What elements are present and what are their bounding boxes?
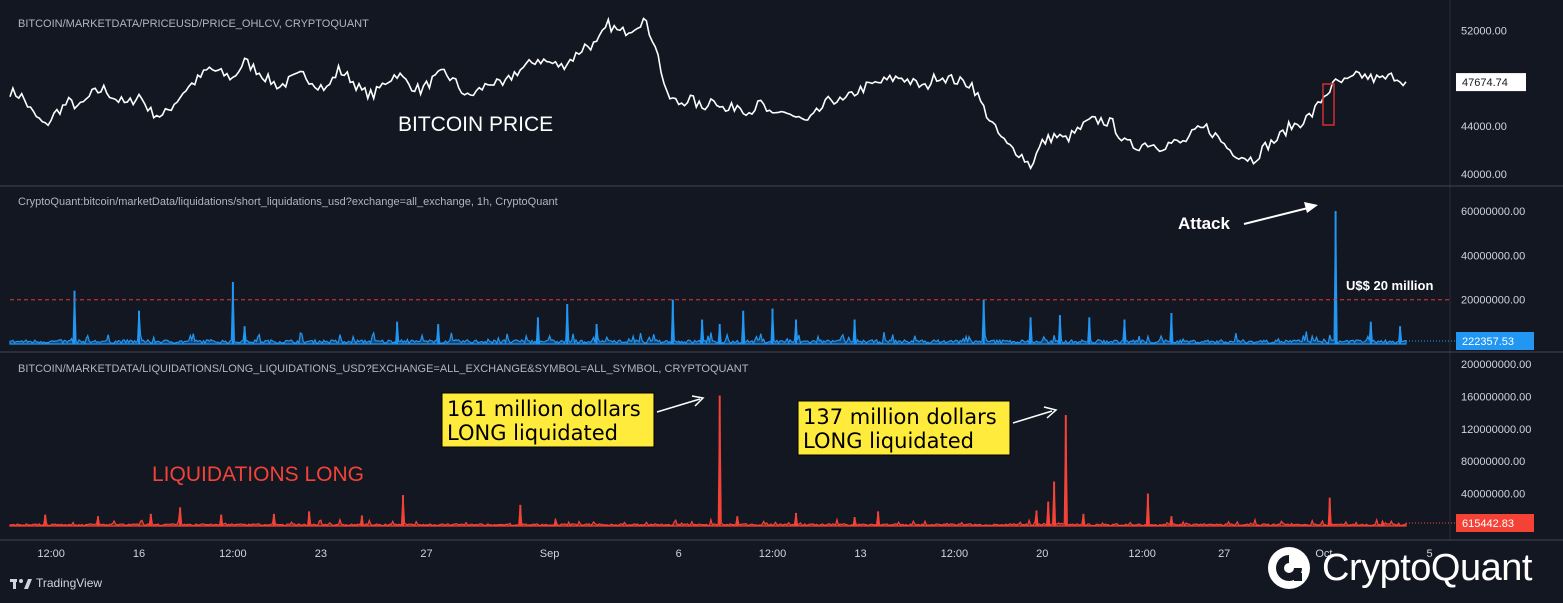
x-tick: 5	[1426, 548, 1432, 560]
x-tick: 12:00	[219, 548, 247, 560]
x-tick: 27	[420, 548, 432, 560]
cryptoquant-logo: CryptoQuant	[1266, 545, 1532, 591]
price-last-value-box	[1456, 73, 1526, 92]
x-tick: 12:00	[941, 548, 969, 560]
liq-last-value: 615442.83	[1462, 518, 1514, 530]
x-tick: 27	[1218, 548, 1230, 560]
bitcoin-price-annotation: BITCOIN PRICE	[398, 113, 553, 136]
short-liquidations-panel	[9, 211, 1456, 346]
callout-137-arrow	[1012, 410, 1053, 424]
cryptoquant-label: CryptoQuant	[1322, 546, 1532, 589]
liq-last-value-box	[1456, 514, 1534, 532]
price-last-value: 47674.74	[1462, 77, 1508, 89]
x-tick: 6	[676, 548, 682, 560]
x-axis-ticks: 12:00 16 12:00 23 27 Sep 6 12:00 13 12:00 20 12:00 2…	[37, 548, 1432, 560]
liq-y-tick: 120000000.00	[1461, 424, 1531, 436]
cryptoquant-icon	[1268, 547, 1310, 589]
price-panel	[9, 16, 1407, 171]
x-tick: Sep	[540, 548, 560, 560]
callout-137-box	[797, 400, 1011, 456]
tradingview-logo[interactable]: TradingView	[10, 576, 102, 590]
liq-last-value: 222357.53	[1462, 336, 1514, 348]
price-series-line	[9, 16, 1407, 171]
liq-y-tick: 80000000.00	[1461, 456, 1525, 468]
x-tick: 12:00	[1128, 548, 1156, 560]
long-liq-source-label: BITCOIN/MARKETDATA/LIQUIDATIONS/LONG_LIQ…	[18, 363, 749, 375]
x-tick: 23	[315, 548, 327, 560]
callout-161-arrow	[656, 398, 701, 413]
liquidation-series-area	[9, 211, 1407, 346]
callout-161-line1: 161 million dollars	[447, 397, 641, 421]
callout-137-line2: LONG liquidated	[803, 429, 974, 453]
x-tick: 12:00	[759, 548, 787, 560]
callout-137-line1: 137 million dollars	[803, 405, 997, 429]
x-tick: 13	[854, 548, 866, 560]
x-tick: 20	[1036, 548, 1048, 560]
liquidations-long-annotation: LIQUIDATIONS LONG	[152, 463, 364, 486]
liq-last-value-box	[1456, 332, 1534, 350]
callout-161-arrow-head	[691, 395, 705, 407]
price-y-tick: 44000.00	[1461, 121, 1507, 133]
x-tick: 12:00	[37, 548, 65, 560]
attack-annotation: Attack	[1178, 214, 1231, 233]
liq-y-tick: 40000000.00	[1461, 489, 1525, 501]
callout-137-arrow-head	[1043, 406, 1058, 419]
tradingview-label: TradingView	[36, 576, 103, 590]
price-y-tick: 40000.00	[1461, 169, 1507, 181]
liquidation-series-area	[9, 395, 1407, 527]
attack-arrow	[1243, 206, 1313, 225]
y-axis-ticks: 52000.0048000.0044000.0040000.0047674.74…	[1456, 25, 1534, 532]
liq-y-tick: 40000000.00	[1461, 250, 1525, 262]
attack-arrow-head	[1304, 202, 1318, 213]
liq-y-tick: 20000000.00	[1461, 295, 1525, 307]
liq-y-tick: 60000000.00	[1461, 206, 1525, 218]
tradingview-icon	[10, 579, 32, 589]
liq-y-tick: 160000000.00	[1461, 391, 1531, 403]
callout-161-box	[441, 392, 655, 448]
callout-161-line2: LONG liquidated	[447, 421, 618, 445]
threshold-annotation: U$$ 20 million	[1346, 278, 1433, 293]
liq-y-tick: 200000000.00	[1461, 359, 1531, 371]
long-liquidations-panel	[9, 395, 1456, 527]
price-highlight-box	[1322, 83, 1335, 126]
x-tick: Oct	[1315, 548, 1332, 560]
short-liq-source-label: CryptoQuant:bitcoin/marketData/liquidati…	[18, 196, 558, 208]
price-source-label: BITCOIN/MARKETDATA/PRICEUSD/PRICE_OHLCV,…	[18, 18, 369, 30]
x-tick: 16	[133, 548, 145, 560]
price-y-tick: 52000.00	[1461, 25, 1507, 37]
